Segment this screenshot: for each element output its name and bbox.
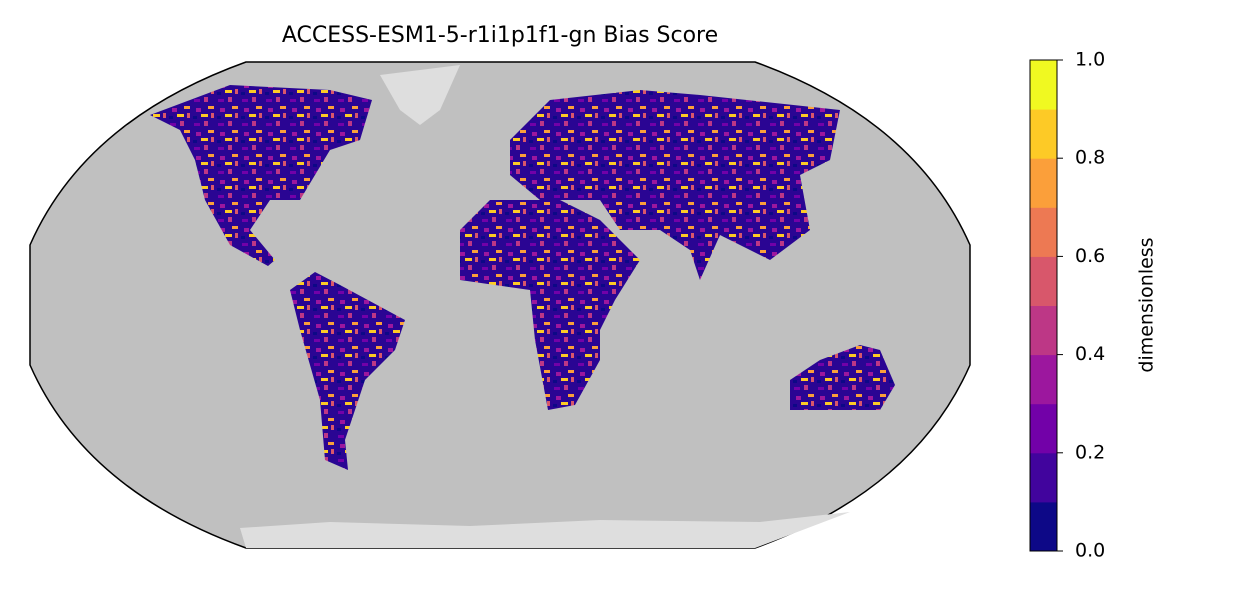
colorbar-tick-label: 0.4	[1075, 343, 1105, 365]
colorbar-frame	[1029, 59, 1058, 552]
colorbar-bin	[1030, 305, 1057, 356]
colorbar-bin	[1030, 452, 1057, 503]
colorbar-bin	[1030, 256, 1057, 306]
colorbar-bin	[1030, 60, 1057, 110]
greenland	[380, 65, 460, 125]
colorbar-tick-label: 0.0	[1075, 540, 1105, 562]
colorbar-bin	[1030, 403, 1057, 454]
colorbar-tick-label: 0.2	[1075, 441, 1105, 463]
map-title: ACCESS-ESM1-5-r1i1p1f1-gn Bias Score	[282, 23, 718, 48]
colorbar-bin	[1030, 501, 1057, 552]
north-america	[150, 85, 372, 266]
australia	[790, 345, 895, 410]
colorbar-tick-label: 0.8	[1075, 147, 1105, 169]
eurasia	[510, 90, 840, 280]
colorbar-bin	[1030, 207, 1057, 257]
map	[29, 61, 971, 549]
colorbar-bin	[1030, 158, 1057, 208]
south-america	[290, 272, 405, 470]
colorbar-label: dimensionless	[1136, 237, 1158, 372]
colorbar: 0.0 0.2 0.4 0.6 0.8 1.0	[1029, 49, 1105, 562]
colorbar-tick-label: 1.0	[1075, 49, 1105, 71]
antarctica	[240, 512, 850, 548]
colorbar-bin	[1030, 109, 1057, 159]
colorbar-tick-label: 0.6	[1075, 245, 1105, 267]
colorbar-bin	[1030, 354, 1057, 405]
africa	[460, 200, 640, 410]
